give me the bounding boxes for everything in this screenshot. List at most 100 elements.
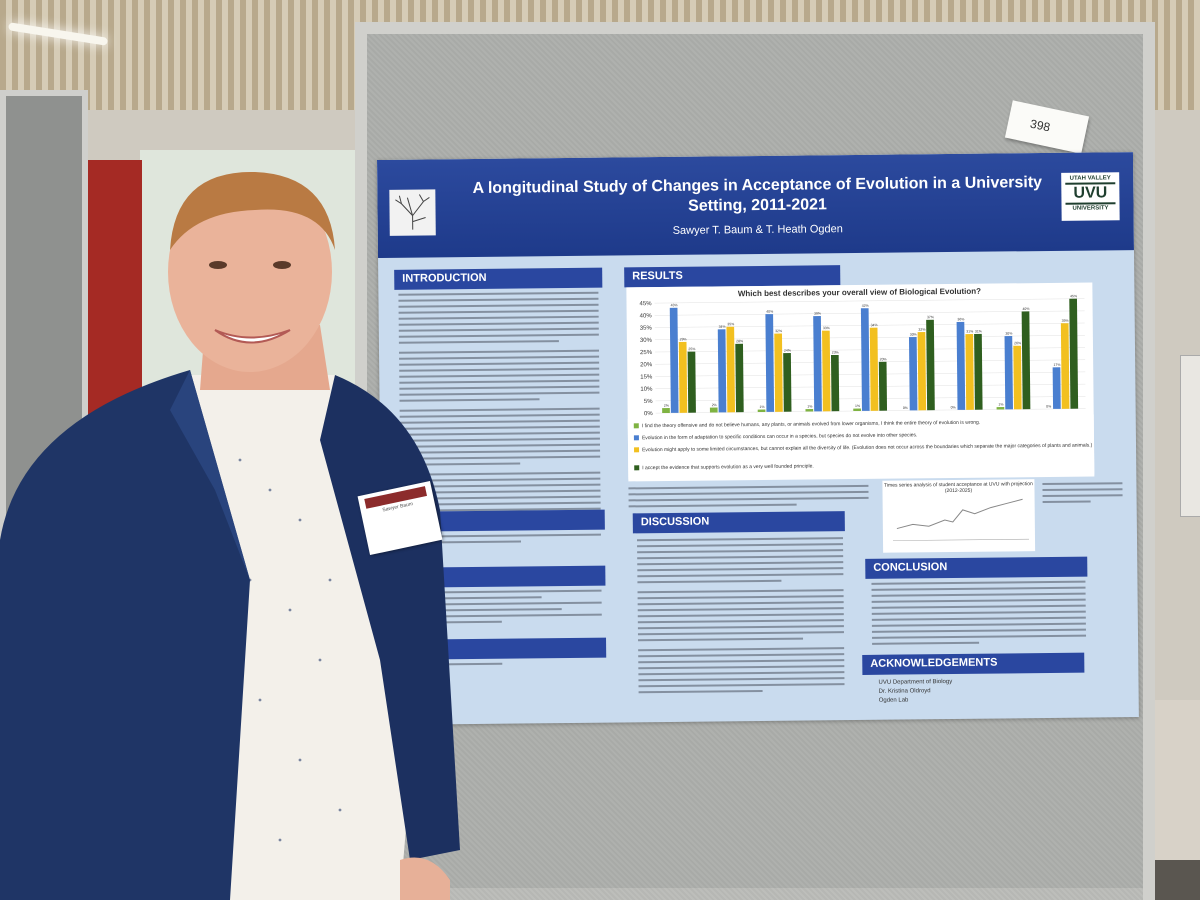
bar bbox=[735, 343, 744, 413]
bar-value-label: 31% bbox=[966, 329, 973, 333]
y-tick-label: 10% bbox=[640, 387, 653, 393]
bar-value-label: 0% bbox=[1046, 404, 1051, 408]
bar-value-label: 25% bbox=[688, 347, 695, 351]
bar bbox=[774, 333, 783, 412]
bar bbox=[917, 332, 927, 411]
bar bbox=[996, 407, 1005, 410]
discussion-text bbox=[636, 537, 845, 697]
bar bbox=[783, 353, 792, 412]
bar-value-label: 35% bbox=[1062, 319, 1069, 323]
bar-value-label: 39% bbox=[814, 312, 821, 316]
bar bbox=[853, 408, 861, 412]
figure1-caption bbox=[628, 484, 869, 512]
red-wall bbox=[86, 160, 142, 420]
bar bbox=[965, 333, 974, 410]
bar bbox=[1004, 336, 1013, 410]
time-series-line bbox=[893, 498, 1030, 541]
legend-item: Evolution might apply to some limited ci… bbox=[634, 443, 1092, 454]
bar-value-label: 31% bbox=[975, 329, 982, 333]
bar-value-label: 43% bbox=[671, 303, 678, 307]
bar bbox=[813, 316, 822, 412]
poster-title: A longitudinal Study of Changes in Accep… bbox=[472, 174, 1043, 215]
figure2-caption bbox=[1042, 482, 1123, 507]
bar-value-label: 2% bbox=[712, 403, 717, 407]
bar-value-label: 26% bbox=[1014, 341, 1021, 345]
bar-value-label: 42% bbox=[862, 304, 869, 308]
bar bbox=[1069, 298, 1079, 409]
bar-value-label: 33% bbox=[823, 326, 830, 330]
bar bbox=[726, 326, 736, 413]
bar-value-label: 34% bbox=[719, 325, 726, 329]
bar-value-label: 35% bbox=[727, 322, 734, 326]
section-results: RESULTS bbox=[624, 265, 841, 288]
y-tick-label: 15% bbox=[640, 374, 653, 380]
bar-value-label: 34% bbox=[871, 323, 878, 327]
y-tick-label: 45% bbox=[639, 301, 652, 307]
bar bbox=[1013, 345, 1022, 410]
y-tick-label: 20% bbox=[640, 362, 653, 368]
section-acknowledgements: ACKNOWLEDGEMENTS bbox=[862, 652, 1085, 675]
legend-item: Evolution in the form of adaptation to s… bbox=[633, 432, 918, 442]
bar-value-label: 37% bbox=[927, 315, 934, 319]
bar-value-label: 17% bbox=[1053, 363, 1060, 367]
y-tick-label: 35% bbox=[640, 326, 653, 332]
y-tick-label: 25% bbox=[640, 350, 653, 356]
uvu-logo: UTAH VALLEY UVU UNIVERSITY bbox=[1061, 172, 1120, 221]
bar-value-label: 45% bbox=[1070, 295, 1077, 299]
bar-value-label: 29% bbox=[680, 337, 687, 341]
bar bbox=[678, 341, 688, 413]
bar-value-label: 0% bbox=[951, 405, 956, 409]
bar bbox=[869, 327, 879, 411]
board-number: 398 bbox=[1028, 116, 1052, 135]
bar-chart: 0% 5% 10% 15% 20% 25% 30% 35% 40% 45% 2% 43% 29% 25% 2… bbox=[639, 295, 1086, 427]
bar-value-label: 20% bbox=[880, 357, 887, 361]
legend-item: I find the theory offensive and do not b… bbox=[633, 419, 981, 430]
bar-value-label: 24% bbox=[784, 349, 791, 353]
bar-value-label: 2% bbox=[664, 404, 669, 408]
legend-label: I find the theory offensive and do not b… bbox=[641, 419, 981, 430]
bar bbox=[717, 329, 727, 413]
bar-value-label: 1% bbox=[855, 404, 860, 408]
y-tick-label: 40% bbox=[640, 313, 653, 319]
y-tick-label: 5% bbox=[644, 399, 653, 405]
uvu-logo-line3: UNIVERSITY bbox=[1072, 205, 1109, 212]
legend-label: Evolution in the form of adaptation to s… bbox=[641, 432, 918, 442]
wall-fixture bbox=[1180, 355, 1200, 517]
bar bbox=[662, 408, 670, 414]
acknowledgements-list: UVU Department of Biology Dr. Kristina O… bbox=[878, 678, 952, 706]
research-poster: A longitudinal Study of Changes in Accep… bbox=[377, 152, 1139, 725]
bar bbox=[669, 307, 679, 413]
bar bbox=[687, 351, 696, 413]
bar bbox=[709, 407, 718, 413]
bar bbox=[822, 330, 831, 412]
conclusion-text bbox=[871, 580, 1087, 649]
bar-value-label: 1% bbox=[807, 405, 812, 409]
time-series-figure: Times series analysis of student accepta… bbox=[882, 479, 1036, 553]
bar bbox=[926, 319, 935, 411]
legend-item: I accept the evidence that supports evol… bbox=[634, 463, 814, 471]
bar-value-label: 28% bbox=[736, 339, 743, 343]
bar-value-label: 30% bbox=[1005, 332, 1012, 336]
presenter-hair bbox=[170, 171, 335, 250]
section-discussion: DISCUSSION bbox=[632, 511, 845, 534]
ack-item: Ogden Lab bbox=[878, 697, 909, 704]
y-tick-label: 0% bbox=[644, 411, 653, 417]
bar bbox=[830, 354, 840, 412]
section-conclusion: CONCLUSION bbox=[865, 556, 1088, 579]
presenter-face bbox=[168, 172, 332, 372]
grid-line bbox=[654, 322, 1085, 328]
uvu-logo-line2: UVU bbox=[1065, 182, 1116, 205]
bar bbox=[860, 308, 870, 411]
bar-value-label: 1% bbox=[998, 403, 1003, 407]
bar-value-label: 32% bbox=[918, 328, 925, 332]
bar bbox=[1060, 323, 1070, 409]
bar bbox=[757, 409, 766, 413]
legend-label: Evolution might apply to some limited ci… bbox=[642, 442, 1093, 454]
bar-value-label: 23% bbox=[832, 350, 839, 354]
chart-legend: I find the theory offensive and do not b… bbox=[627, 414, 1095, 482]
presenter-jacket-left bbox=[0, 370, 250, 900]
bar-value-label: 1% bbox=[759, 405, 764, 409]
bar-value-label: 40% bbox=[766, 310, 773, 314]
bar bbox=[878, 361, 888, 411]
bar-value-label: 0% bbox=[903, 406, 908, 410]
